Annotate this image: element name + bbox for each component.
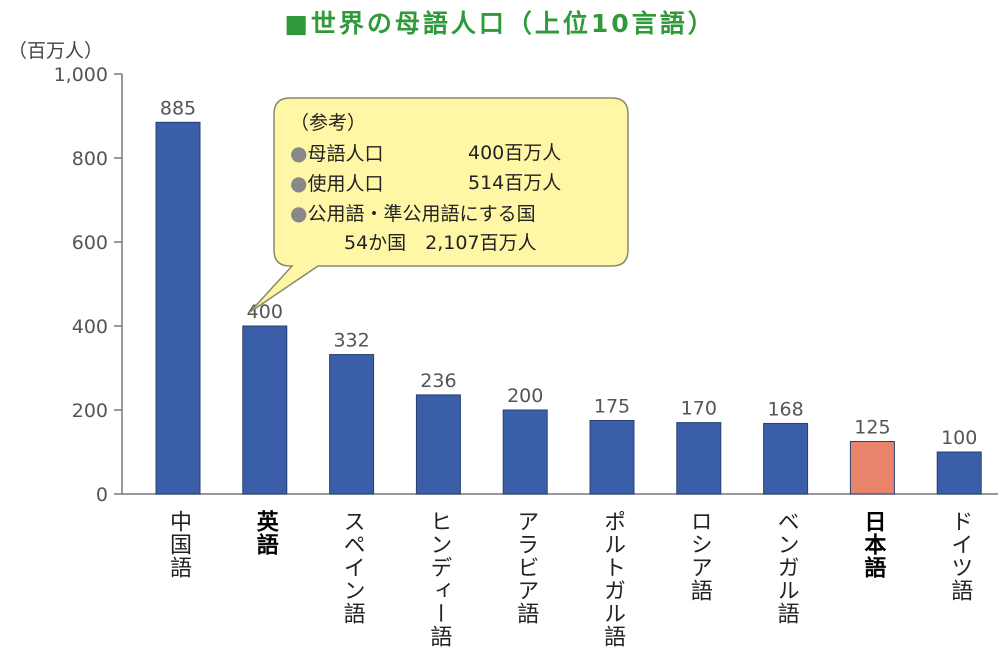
y-tick-label: 1,000 xyxy=(54,64,108,86)
callout-bubble-shape xyxy=(249,97,629,313)
bar-5 xyxy=(589,420,635,495)
category-label-0: 中国語 xyxy=(166,510,191,579)
chart-title: ■世界の母語人口（上位10言語） xyxy=(284,9,716,38)
category-label-6: ロシア語 xyxy=(686,510,712,602)
category-label-7: ベンガル語 xyxy=(773,510,799,625)
y-tick-label: 600 xyxy=(72,232,108,254)
category-label-3: ヒンディー語 xyxy=(426,510,452,648)
category-label-5: ポルトガル語 xyxy=(600,510,625,648)
bars: 885 400 332 236 200 175 170 168 125 100 xyxy=(155,97,982,495)
value-label-6: 170 xyxy=(681,398,717,420)
value-label-7: 168 xyxy=(767,398,803,420)
callout-item-value: 400百万人 xyxy=(468,142,562,164)
callout-header: （参考） xyxy=(290,112,367,134)
value-label-5: 175 xyxy=(594,396,630,418)
y-axis-unit: （百万人） xyxy=(8,40,104,62)
value-label-0: 885 xyxy=(160,97,196,119)
callout-item-official: ●公用語・準公用語にする国 xyxy=(290,198,630,228)
category-label-2: スペイン語 xyxy=(339,510,365,625)
value-label-2: 332 xyxy=(333,330,369,352)
bullet-icon: ● xyxy=(290,171,308,195)
axes: 0 200 400 600 800 1,000 xyxy=(54,64,998,506)
value-label-3: 236 xyxy=(420,370,456,392)
callout-item-label: 公用語・準公用語にする国 xyxy=(307,203,536,225)
y-tick-label: 400 xyxy=(72,316,108,338)
callout-item-usage: ●使用人口 514百万人 xyxy=(290,168,630,198)
callout-item-native: ●母語人口 400百万人 xyxy=(290,138,630,168)
bar-3 xyxy=(415,394,461,495)
callout-last-line: 54か国 2,107百万人 xyxy=(344,232,537,254)
bar-1 xyxy=(242,325,288,495)
category-label-1: 英語 xyxy=(252,510,278,556)
bar-8 xyxy=(849,441,895,495)
callout-text: （参考） ●母語人口 400百万人 ●使用人口 514百万人 ●公用語・準公用語にす… xyxy=(290,108,630,258)
callout-item-label: 使用人口 xyxy=(307,173,384,195)
bar-9 xyxy=(936,451,982,495)
bar-7 xyxy=(763,422,809,495)
callout-item-value: 514百万人 xyxy=(468,172,562,194)
category-label-9: ドイツ語 xyxy=(947,510,973,602)
value-label-8: 125 xyxy=(854,417,890,439)
value-label-9: 100 xyxy=(941,427,977,449)
bar-0 xyxy=(155,121,201,495)
bullet-icon: ● xyxy=(290,141,308,165)
value-label-4: 200 xyxy=(507,385,543,407)
callout-bubble xyxy=(249,97,629,313)
y-tick-label: 200 xyxy=(72,400,108,422)
value-label-1: 400 xyxy=(247,301,283,323)
bar-6 xyxy=(676,422,722,495)
bar-4 xyxy=(502,409,548,495)
y-tick-label: 800 xyxy=(72,148,108,170)
category-label-8: 日本語 xyxy=(860,510,886,579)
bullet-icon: ● xyxy=(290,201,308,225)
y-tick-label: 0 xyxy=(96,484,108,506)
bar-2 xyxy=(329,354,375,495)
category-label-4: アラビア語 xyxy=(513,510,539,625)
callout-item-label: 母語人口 xyxy=(307,143,384,165)
